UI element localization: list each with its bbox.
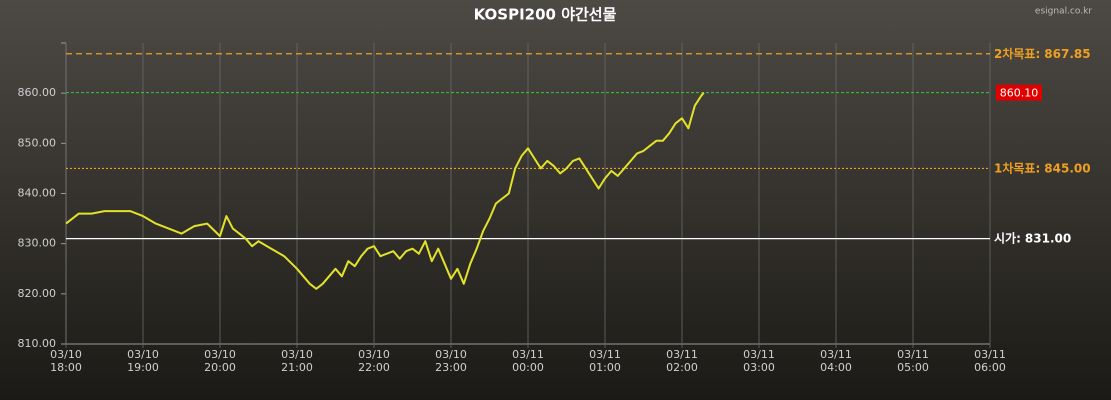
- reference-label: 시가: 831.00: [994, 230, 1071, 245]
- reference-name: 1차목표:: [994, 160, 1040, 175]
- current-box: [996, 84, 1042, 101]
- y-tick-label: 810.00: [18, 337, 57, 350]
- x-tick-label: 03/10 22:00: [358, 348, 390, 374]
- y-tick-label: 840.00: [18, 187, 57, 200]
- x-tick-label: 03/10 18:00: [50, 348, 82, 374]
- reference-name: 2차목표:: [994, 45, 1040, 60]
- y-tick-label: 830.00: [18, 237, 57, 250]
- reference-name: 시가:: [994, 230, 1021, 245]
- reference-label: 2차목표: 867.85: [994, 45, 1091, 60]
- x-tick-label: 03/10 20:00: [204, 348, 236, 374]
- x-tick-label: 03/11 01:00: [589, 348, 621, 374]
- x-tick-label: 03/11 05:00: [897, 348, 929, 374]
- y-tick-label: 860.00: [18, 86, 57, 99]
- reference-value: 845.00: [1044, 161, 1090, 175]
- reference-value: 831.00: [1025, 231, 1071, 245]
- x-tick-label: 03/11 04:00: [820, 348, 852, 374]
- price-line: [65, 92, 705, 290]
- x-tick-label: 03/11 00:00: [512, 348, 544, 374]
- reference-value: 867.85: [1044, 46, 1090, 60]
- chart-title: KOSPI200 야간선물: [474, 6, 617, 24]
- x-tick-label: 03/11 02:00: [666, 348, 698, 374]
- current-label: 860.10: [1000, 87, 1039, 100]
- watermark: esignal.co.kr: [1035, 7, 1092, 17]
- y-tick-label: 820.00: [18, 287, 57, 300]
- y-tick-label: 850.00: [18, 136, 57, 149]
- x-tick-label: 03/10 23:00: [435, 348, 467, 374]
- reference-label: 1차목표: 845.00: [994, 160, 1091, 175]
- x-tick-label: 03/11 03:00: [743, 348, 775, 374]
- x-tick-label: 03/10 19:00: [127, 348, 159, 374]
- x-tick-label: 03/11 06:00: [974, 348, 1006, 374]
- x-tick-label: 03/10 21:00: [281, 348, 313, 374]
